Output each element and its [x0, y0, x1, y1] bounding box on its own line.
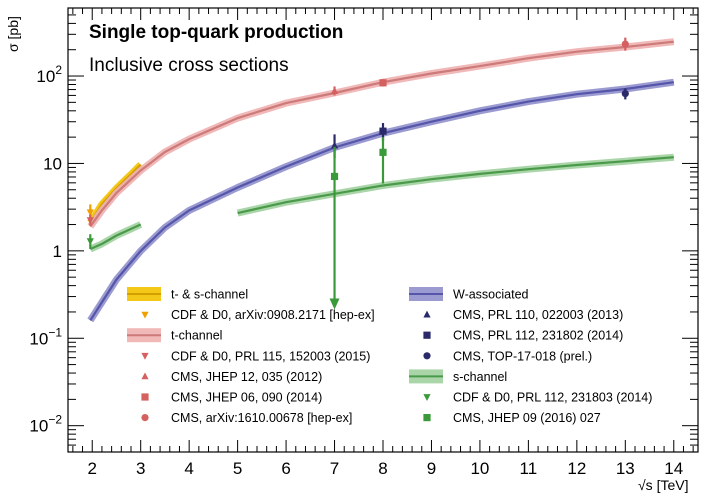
legend-marker: [423, 414, 431, 422]
legend-left-entry: t- & s-channel: [127, 287, 248, 302]
legend-left-entry: CMS, JHEP 12, 035 (2012): [141, 370, 322, 384]
legend-marker: [423, 394, 431, 401]
data-point: [86, 217, 94, 225]
data-point: [379, 127, 387, 135]
x-tick-label: 13: [616, 459, 635, 478]
legend-label: CMS, TOP-17-018 (prel.): [453, 349, 592, 363]
measurement-markers: [86, 37, 629, 310]
x-tick-label: 10: [470, 459, 489, 478]
x-tick-label: 3: [136, 459, 145, 478]
x-tick-label: 11: [520, 459, 538, 478]
data-point: [86, 209, 94, 217]
y-axis-title: σ [pb]: [5, 16, 21, 52]
legend-label: s-channel: [453, 370, 507, 384]
data-point: [330, 172, 339, 181]
legend-right-entry: CMS, PRL 110, 022003 (2013): [423, 308, 623, 322]
data-point: [86, 238, 94, 246]
y-tick-label: 1: [53, 242, 62, 261]
legend-left-entry: CMS, JHEP 06, 090 (2014): [141, 391, 322, 405]
legend-right-entry: CMS, PRL 112, 231802 (2014): [423, 329, 623, 343]
legend-left-entry: CDF & D0, PRL 115, 152003 (2015): [141, 349, 370, 363]
legend-label: CDF & D0, PRL 115, 152003 (2015): [171, 349, 370, 363]
y-tick-label: 10−2: [29, 413, 62, 436]
legend-marker: [423, 331, 431, 339]
legend-label: CMS, JHEP 06, 090 (2014): [171, 391, 322, 405]
x-tick-label: 6: [281, 459, 290, 478]
legend-label: t-channel: [171, 329, 222, 343]
legend-label: CDF & D0, PRL 112, 231803 (2014): [453, 391, 652, 405]
x-axis-title: √s [TeV]: [638, 477, 688, 493]
legend-left-entry: CMS, arXiv:1610.00678 [hep-ex]: [141, 411, 352, 425]
theory-t-channel-line: [89, 40, 674, 228]
x-tick-label: 5: [233, 459, 242, 478]
legend-label: CDF & D0, arXiv:0908.2171 [hep-ex]: [171, 308, 375, 322]
legend-marker: [423, 310, 431, 318]
legend: t- & s-channel CDF & D0, arXiv:0908.2171 …: [127, 287, 652, 425]
data-point: [330, 141, 339, 149]
chart-title: Single top-quark production: [89, 22, 343, 43]
legend-marker: [141, 311, 149, 319]
y-tick-label: 10−1: [29, 325, 62, 348]
legend-label: CMS, JHEP 12, 035 (2012): [171, 370, 322, 384]
x-tick-label: 9: [427, 459, 436, 478]
data-point: [621, 89, 629, 98]
data-point: [379, 79, 387, 87]
legend-marker: [141, 393, 149, 401]
x-tick-label: 14: [664, 459, 683, 478]
legend-right-entry: CMS, TOP-17-018 (prel.): [423, 349, 592, 363]
legend-left-entry: t-channel: [127, 328, 222, 343]
upper-limit-arrow: [329, 298, 340, 310]
theory-s-channel-seg0-line: [89, 223, 142, 251]
legend-label: t- & s-channel: [171, 288, 248, 302]
x-tick-label: 8: [378, 459, 387, 478]
legend-left-entry: CDF & D0, arXiv:0908.2171 [hep-ex]: [141, 308, 375, 322]
axes: 2 3 4 5 6 7 8 9 10 11 12 13 14 10−2 10−1 1 10 102: [29, 7, 698, 478]
legend-label: CMS, JHEP 09 (2016) 027: [453, 411, 601, 425]
chart-subtitle: Inclusive cross sections: [89, 55, 289, 76]
legend-right-entry: CMS, JHEP 09 (2016) 027: [423, 411, 601, 425]
y-tick-label: 102: [36, 63, 62, 86]
legend-marker: [141, 352, 149, 360]
legend-label: W-associated: [453, 288, 529, 302]
x-tick-label: 12: [567, 459, 586, 478]
legend-marker: [423, 352, 431, 360]
data-point: [621, 40, 629, 48]
legend-label: CMS, PRL 110, 022003 (2013): [453, 308, 623, 322]
legend-label: CMS, PRL 112, 231802 (2014): [453, 329, 623, 343]
x-tick-label: 7: [330, 459, 339, 478]
legend-right-entry: s-channel: [409, 369, 507, 384]
data-point: [330, 87, 339, 94]
legend-label: CMS, arXiv:1610.00678 [hep-ex]: [171, 411, 352, 425]
legend-marker: [141, 372, 149, 380]
x-tick-label: 2: [87, 459, 96, 478]
legend-marker: [141, 414, 149, 422]
y-tick-label: 10: [43, 154, 62, 173]
data-point: [379, 148, 387, 156]
legend-right-entry: W-associated: [409, 287, 529, 302]
x-tick-label: 4: [184, 459, 193, 478]
legend-right-entry: CDF & D0, PRL 112, 231803 (2014): [423, 391, 652, 405]
theory-s-channel-seg1-line: [237, 156, 674, 215]
